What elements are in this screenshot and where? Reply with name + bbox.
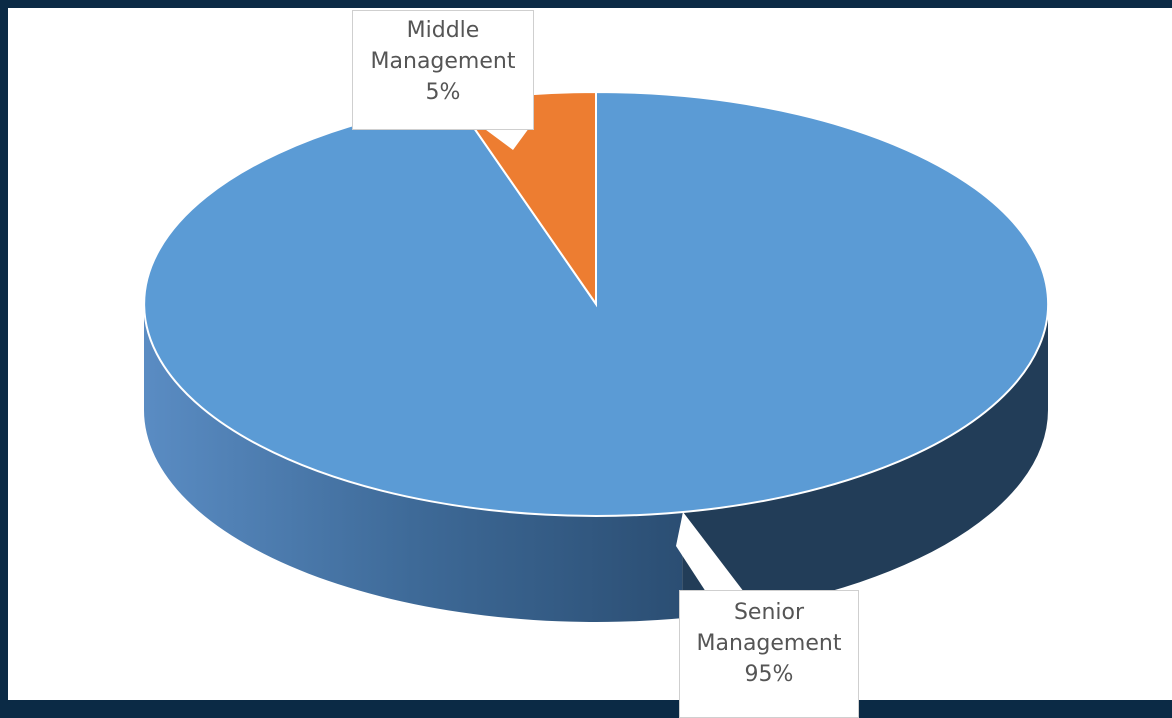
data-label-senior-line1: Senior xyxy=(733,600,805,625)
data-label-senior-management: Senior Management 95% xyxy=(679,590,859,718)
leader-line-senior xyxy=(676,512,744,592)
pie-side-senior-right xyxy=(682,304,1048,619)
pie-chart xyxy=(143,90,1050,622)
data-label-middle-management: Middle Management 5% xyxy=(352,10,534,130)
pie-side-senior-front xyxy=(144,304,683,622)
data-label-senior-line2: Management xyxy=(696,631,842,656)
data-label-middle-line1: Middle xyxy=(406,18,480,43)
data-label-middle-line2: Management xyxy=(370,49,516,74)
leader-line-middle xyxy=(478,124,532,150)
data-label-middle-percent: 5% xyxy=(425,80,461,105)
data-label-senior-percent: 95% xyxy=(744,662,794,687)
